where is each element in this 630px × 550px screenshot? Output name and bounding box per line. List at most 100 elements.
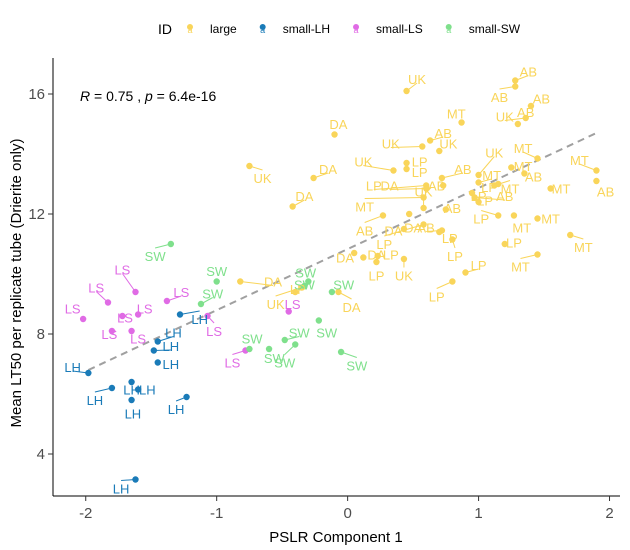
point-large	[534, 155, 541, 162]
point-label: MT	[355, 200, 374, 215]
point-large	[514, 120, 522, 128]
point-label: AB	[597, 185, 614, 200]
point-large	[475, 198, 482, 206]
point-large	[422, 185, 430, 192]
point-label: DA	[384, 224, 402, 239]
correlation-annotation: R = 0.75 , p = 6.4e-16	[80, 88, 216, 104]
point-label: LH	[139, 383, 156, 398]
point-small-LS	[128, 327, 135, 335]
label-connector	[478, 156, 495, 176]
point-small-LS	[163, 297, 171, 305]
r-label: R	[80, 88, 90, 104]
point-label: SW	[242, 332, 264, 347]
point-label: LS	[224, 356, 240, 371]
point-large	[449, 236, 456, 243]
point-label: MT	[574, 240, 593, 255]
legend-entry-small-LH: a small-LH	[259, 22, 330, 36]
label-connector	[441, 172, 463, 179]
point-large	[458, 119, 465, 126]
point-label: UK	[253, 171, 271, 186]
point-small-LH	[183, 393, 190, 401]
point-small-LS	[204, 312, 211, 320]
point-label: SW	[316, 326, 338, 341]
data-points	[79, 77, 600, 483]
point-label: AB	[525, 170, 542, 185]
point-small-LH	[132, 476, 139, 483]
point-large	[426, 137, 434, 144]
point-small-LS	[79, 315, 87, 323]
legend-key-point	[445, 24, 452, 30]
point-large	[547, 185, 554, 192]
point-label: DA	[319, 162, 337, 177]
point-label: LP	[412, 165, 428, 180]
point-label: LH	[125, 407, 142, 422]
point-large	[403, 165, 410, 173]
legend-key-glyph: a	[446, 25, 451, 35]
point-large	[475, 179, 482, 186]
point-label: LS	[117, 311, 133, 326]
point-label: DA	[381, 179, 399, 194]
point-large	[237, 278, 244, 285]
point-label: LP	[473, 212, 489, 227]
point-large	[475, 171, 482, 179]
point-large	[527, 102, 535, 110]
y-tick-label: 16	[28, 86, 45, 103]
point-small-LH	[128, 396, 135, 404]
point-label: AB	[491, 90, 508, 105]
point-small-LS	[132, 288, 139, 296]
point-label: LH	[113, 482, 130, 497]
x-axis-title: PSLR Component 1	[269, 529, 402, 546]
point-label: AB	[428, 179, 445, 194]
point-large	[567, 231, 574, 239]
point-label: UK	[267, 297, 285, 312]
point-large	[360, 254, 367, 261]
point-label: MT	[570, 153, 589, 168]
point-label: LS	[137, 302, 153, 317]
point-label: LS	[173, 285, 189, 300]
y-axis-title: Mean LT50 per replicate tube (Drierite o…	[8, 138, 25, 427]
point-large	[335, 288, 342, 296]
label-connector	[389, 188, 427, 190]
point-small-SW	[337, 348, 345, 356]
point-large	[400, 225, 408, 233]
point-large	[331, 131, 338, 138]
point-small-LS	[134, 311, 142, 318]
point-large	[420, 194, 427, 201]
label-connector	[504, 117, 526, 121]
point-large	[379, 212, 387, 219]
point-label: LP	[442, 231, 458, 246]
x-tick-label: 2	[605, 505, 613, 522]
point-label: MT	[514, 141, 533, 156]
trend-line	[87, 132, 597, 371]
legend-entry-large: a large	[187, 22, 237, 36]
point-label: LP	[368, 269, 384, 284]
point-large	[471, 194, 478, 201]
point-label: LP	[447, 249, 463, 264]
legend-key-glyph: a	[187, 25, 192, 35]
point-label: LH	[168, 402, 185, 417]
y-tick-label: 8	[37, 326, 45, 343]
point-large	[510, 212, 518, 219]
point-label: LH	[191, 312, 208, 327]
point-label: LP	[429, 290, 445, 305]
point-small-LH	[154, 359, 161, 366]
point-small-SW	[301, 282, 308, 290]
point-label: LP	[477, 194, 493, 209]
point-label: LS	[285, 297, 301, 312]
point-small-LH	[176, 311, 184, 318]
point-small-LS	[108, 327, 116, 335]
x-tick-label: 0	[343, 505, 351, 522]
point-label: DA	[264, 275, 282, 290]
legend-entry-small-LS: a small-LS	[353, 22, 423, 36]
point-label: SW	[289, 326, 311, 341]
point-label: LH	[64, 360, 81, 375]
point-label: MT	[514, 159, 533, 174]
point-label: AB	[444, 201, 461, 216]
point-large	[440, 182, 447, 189]
point-label: SW	[294, 278, 316, 293]
point-label: MT	[511, 260, 530, 275]
point-large	[501, 240, 508, 248]
point-label: AB	[533, 92, 550, 107]
point-label: AB	[454, 162, 471, 177]
point-large	[419, 143, 426, 150]
